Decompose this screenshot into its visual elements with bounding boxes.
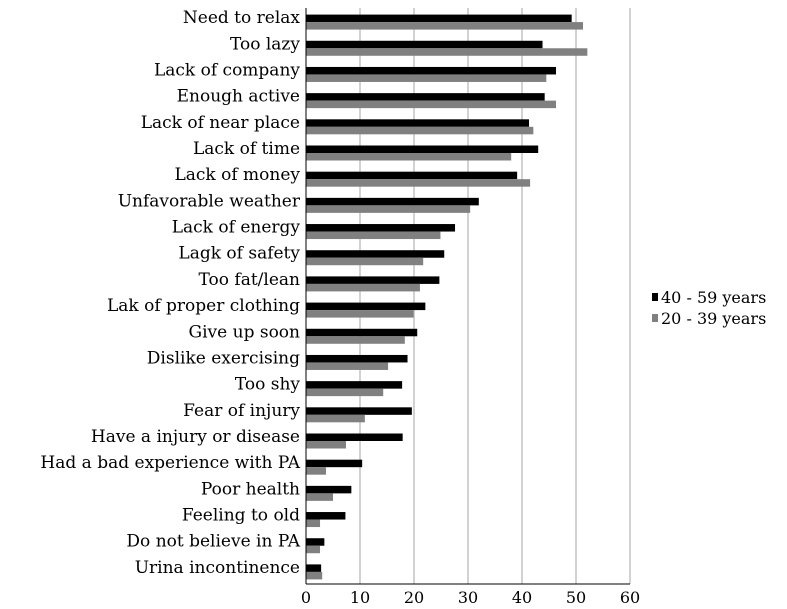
bar-40-59 (306, 197, 479, 206)
bar-40-59 (306, 512, 346, 520)
category-label: Poor health (201, 479, 300, 499)
category-label: Urina incontinence (135, 558, 300, 578)
bar-20-39 (306, 48, 588, 56)
category-label: Lagk of safety (178, 244, 300, 264)
x-tick-label: 50 (566, 588, 586, 607)
bar-40-59 (306, 14, 572, 23)
bar-20-39 (306, 414, 365, 423)
legend-label-40-59: 40 - 59 years (661, 288, 766, 307)
category-label: Too lazy (230, 34, 300, 54)
bar-40-59 (306, 250, 445, 258)
category-label: Fear of injury (183, 401, 300, 421)
bar-40-59 (306, 407, 412, 415)
category-label: Have a injury or disease (91, 427, 300, 447)
bar-20-39 (306, 467, 326, 475)
bar-40-59 (306, 119, 530, 127)
bar-20-39 (306, 257, 424, 266)
x-tick-label: 40 (512, 588, 532, 607)
bar-40-59 (306, 171, 518, 180)
legend-swatch-40-59 (652, 293, 658, 301)
category-label: Too fat/lean (199, 270, 301, 290)
legend-swatch-20-39 (652, 314, 658, 322)
bar-40-59 (306, 564, 322, 572)
category-label: Too shy (235, 375, 301, 395)
bar-20-39 (306, 283, 420, 292)
category-label: Enough active (177, 87, 300, 107)
bar-20-39 (306, 388, 384, 397)
category-label: Dislike exercising (147, 348, 300, 368)
bar-40-59 (306, 40, 543, 49)
bars (306, 14, 588, 580)
bar-20-39 (306, 153, 512, 161)
bar-40-59 (306, 302, 426, 311)
bar-20-39 (306, 310, 414, 318)
category-label: Feeling to old (182, 506, 300, 526)
bar-40-59 (306, 354, 408, 363)
bar-20-39 (306, 231, 441, 240)
category-label: Lak of proper clothing (107, 296, 300, 316)
category-label: Lack of energy (172, 218, 301, 238)
bar-40-59 (306, 145, 539, 153)
bar-40-59 (306, 328, 418, 337)
bar-40-59 (306, 485, 352, 494)
x-tick-label: 60 (620, 588, 640, 607)
bar-40-59 (306, 66, 557, 75)
bar-20-39 (306, 493, 333, 501)
category-label: Give up soon (189, 322, 301, 342)
bar-20-39 (306, 179, 531, 187)
category-label: Lack of money (174, 165, 300, 185)
category-labels: Need to relax Too lazy Lack of company Enou… (40, 8, 300, 578)
bar-20-39 (306, 126, 534, 135)
category-label: Lack of company (154, 60, 300, 80)
bar-40-59 (306, 538, 325, 546)
bar-20-39 (306, 74, 547, 82)
x-tick-label: 20 (404, 588, 424, 607)
bar-20-39 (306, 100, 557, 109)
bar-40-59 (306, 381, 403, 389)
bar-40-59 (306, 276, 440, 284)
x-tick-labels: 0 10 20 30 40 50 60 (301, 588, 640, 607)
category-label: Do not believe in PA (126, 532, 300, 552)
bar-20-39 (306, 205, 471, 213)
bar-20-39 (306, 571, 323, 580)
x-tick-label: 10 (350, 588, 370, 607)
bar-20-39 (306, 519, 321, 528)
bar-20-39 (306, 441, 346, 449)
x-tick-label: 0 (301, 588, 311, 607)
bar-20-39 (306, 22, 584, 30)
x-tick-label: 30 (458, 588, 478, 607)
category-label: Had a bad experience with PA (40, 453, 300, 473)
legend-label-20-39: 20 - 39 years (661, 309, 766, 328)
bar-20-39 (306, 362, 389, 370)
bar-20-39 (306, 545, 321, 554)
bar-40-59 (306, 224, 456, 232)
category-label: Lack of time (193, 139, 300, 159)
legend: 40 - 59 years 20 - 39 years (652, 288, 766, 328)
category-label: Lack of near place (141, 113, 300, 133)
bar-40-59 (306, 459, 363, 468)
category-label: Unfavorable weather (118, 191, 301, 211)
bar-40-59 (306, 433, 403, 441)
bar-20-39 (306, 336, 405, 344)
bar-40-59 (306, 93, 545, 101)
category-label: Need to relax (183, 8, 301, 28)
